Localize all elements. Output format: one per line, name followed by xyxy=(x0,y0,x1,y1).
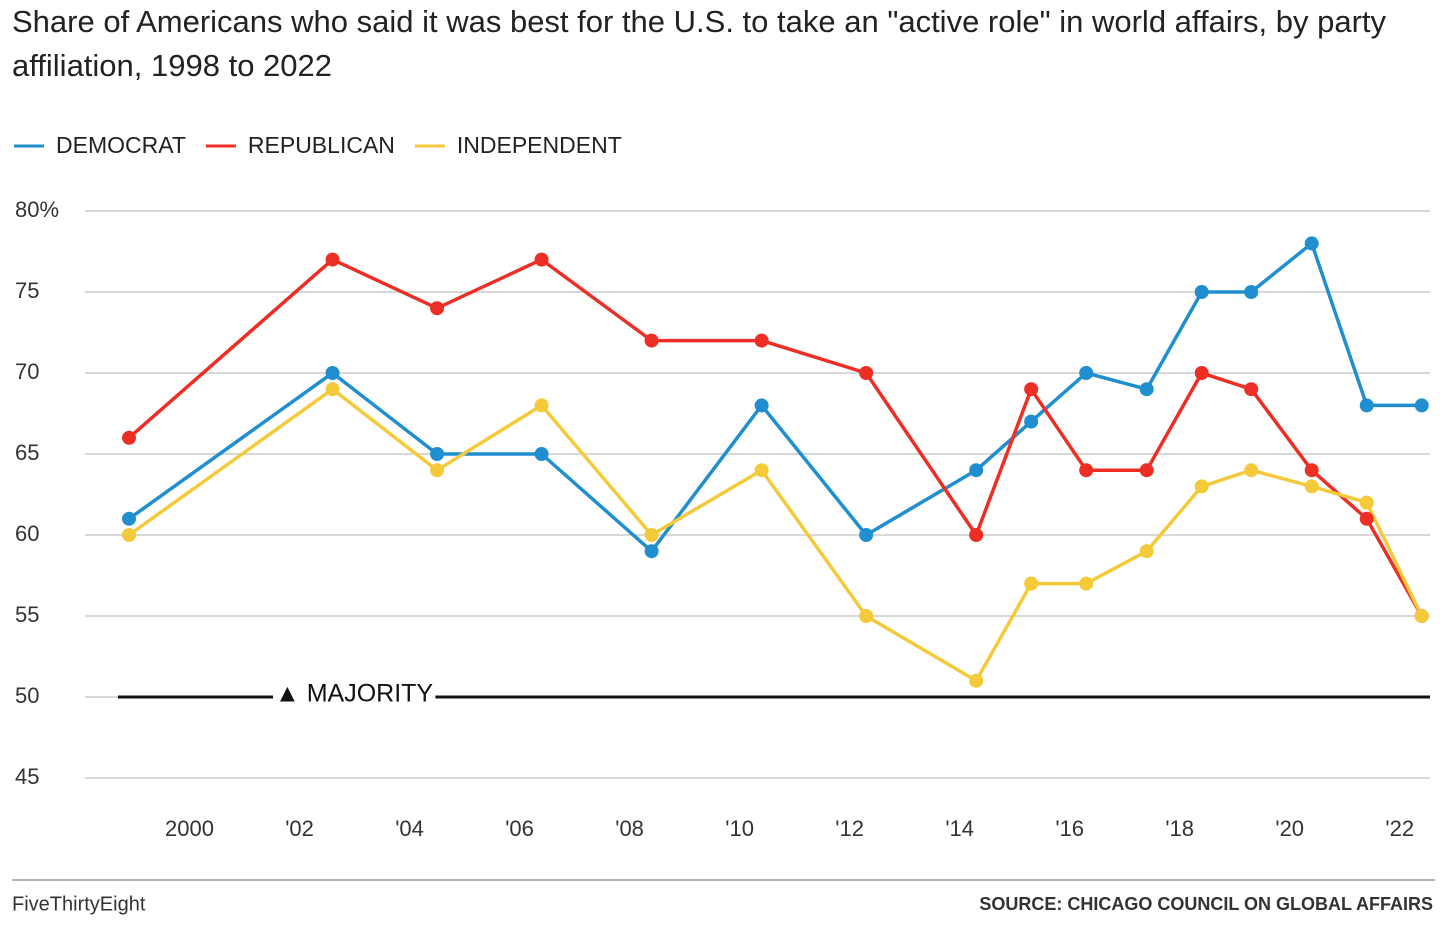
data-point xyxy=(859,366,874,380)
y-tick-label: 50 xyxy=(15,683,39,708)
reference-label: ▲ MAJORITY xyxy=(275,680,433,708)
x-tick-label: '10 xyxy=(725,816,754,841)
x-tick-label: '14 xyxy=(945,816,974,841)
data-point xyxy=(1414,609,1429,623)
data-point xyxy=(1139,544,1154,559)
y-tick-label: 45 xyxy=(15,764,39,789)
data-point xyxy=(969,528,984,542)
x-tick-label: '08 xyxy=(615,816,644,841)
y-tick-label: 55 xyxy=(15,602,39,627)
series-line xyxy=(127,257,1424,617)
y-tick-label: 65 xyxy=(15,440,39,465)
data-point xyxy=(1304,463,1319,478)
data-point xyxy=(1359,511,1374,526)
data-point xyxy=(1079,366,1094,380)
data-point xyxy=(534,252,549,267)
data-point xyxy=(859,609,874,623)
data-point xyxy=(644,333,659,348)
data-point xyxy=(1194,366,1209,380)
data-point xyxy=(754,333,769,348)
data-point xyxy=(1359,398,1374,413)
y-tick-label: 80% xyxy=(15,197,59,222)
data-point xyxy=(1359,495,1374,510)
x-tick-label: '12 xyxy=(835,816,864,841)
legend-label: REPUBLICAN xyxy=(248,132,395,158)
x-tick-label: '22 xyxy=(1385,816,1414,841)
data-point xyxy=(1139,463,1154,478)
data-point xyxy=(1244,285,1259,299)
data-point xyxy=(969,463,984,478)
series-line xyxy=(127,387,1424,683)
data-point xyxy=(859,528,874,542)
data-point xyxy=(644,544,659,559)
data-point xyxy=(325,382,340,397)
data-point xyxy=(1194,285,1209,299)
data-point xyxy=(1024,382,1039,397)
data-point xyxy=(430,463,445,478)
data-point xyxy=(754,398,769,413)
x-tick-label: '16 xyxy=(1055,816,1084,841)
chart-title: Share of Americans who said it was best … xyxy=(12,4,1387,83)
data-point xyxy=(644,528,659,542)
series-line xyxy=(127,241,1422,553)
data-point xyxy=(325,252,340,267)
y-tick-label: 60 xyxy=(15,521,39,546)
x-tick-label: '20 xyxy=(1275,816,1304,841)
data-point xyxy=(430,301,445,316)
data-point xyxy=(1024,414,1039,429)
data-point xyxy=(1139,382,1154,397)
reference-label-bg xyxy=(273,694,436,700)
data-point xyxy=(1304,236,1319,251)
data-point xyxy=(1194,479,1209,494)
data-point xyxy=(1244,463,1259,478)
data-point xyxy=(430,447,445,461)
source: SOURCE: CHICAGO COUNCIL ON GLOBAL AFFAIR… xyxy=(979,894,1433,914)
x-tick-label: 2000 xyxy=(165,816,214,841)
data-point xyxy=(1024,576,1039,591)
y-tick-label: 75 xyxy=(15,278,39,303)
x-tick-label: '06 xyxy=(505,816,534,841)
data-point xyxy=(1244,382,1259,397)
data-point xyxy=(754,463,769,478)
x-tick-label: '18 xyxy=(1165,816,1194,841)
data-point xyxy=(325,366,340,380)
data-point xyxy=(1079,463,1094,478)
y-tick-label: 70 xyxy=(15,359,39,384)
data-point xyxy=(969,673,984,688)
x-tick-label: '02 xyxy=(285,816,314,841)
data-point xyxy=(122,430,137,445)
data-point xyxy=(122,511,137,526)
data-point xyxy=(534,447,549,461)
data-point xyxy=(534,398,549,413)
data-point xyxy=(1414,398,1429,413)
x-tick-label: '04 xyxy=(395,816,424,841)
data-point xyxy=(122,528,137,542)
data-point xyxy=(1304,479,1319,494)
credit: FiveThirtyEight xyxy=(12,893,146,915)
legend-label: DEMOCRAT xyxy=(56,132,186,158)
data-point xyxy=(1079,576,1094,591)
legend-label: INDEPENDENT xyxy=(457,132,622,158)
